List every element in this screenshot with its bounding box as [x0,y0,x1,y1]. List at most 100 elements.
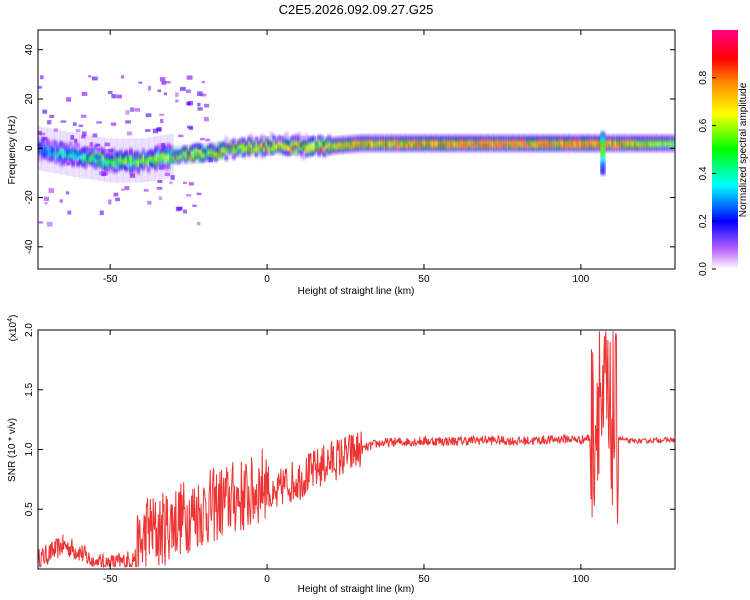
heatmap-cell [523,135,527,141]
heatmap-speckle [42,109,48,114]
heatmap-cell [265,137,268,143]
heatmap-cell [56,144,60,150]
heatmap-cell [64,159,68,165]
heatmap-cell [270,141,273,147]
heatmap-cell [287,150,291,156]
heatmap-cell [342,137,346,143]
heatmap-speckle [138,81,143,84]
heatmap-cell [104,160,108,166]
heatmap-cell [300,141,304,147]
heatmap-cell [634,135,637,141]
heatmap-cell [74,148,78,154]
y-tick-label: -40 [24,239,35,254]
heatmap-cell [302,135,306,141]
heatmap-speckle [88,75,92,78]
heatmap-speckle [197,107,203,111]
heatmap-cell [164,164,168,170]
heatmap-speckle [44,202,48,205]
heatmap-cell [59,142,63,148]
x-tick-label: -50 [103,274,118,285]
heatmap-cell [51,147,55,153]
heatmap-cell [142,165,145,171]
heatmap-cell [227,147,231,153]
heatmap-cell [297,136,301,142]
heatmap-cell [370,135,374,141]
heatmap-cell [117,163,120,169]
heatmap-cell [137,166,140,172]
heatmap-cell [591,135,595,141]
heatmap-cell [94,164,98,170]
heatmap-cell [573,135,577,141]
heatmap-cell [174,147,178,153]
heatmap-cell [460,135,464,141]
colorbar-label: Normalized spectral amplitude [738,82,749,217]
heatmap-cell [257,144,261,150]
heatmap-cell [664,135,668,141]
heatmap-cell [511,135,514,141]
heatmap-cell [81,161,85,167]
heatmap-cell [659,135,663,141]
heatmap-cell [144,153,148,159]
heatmap-cell [114,153,118,159]
heatmap-cell [280,138,284,144]
heatmap-cell [644,135,648,141]
heatmap-speckle [81,91,88,96]
heatmap-speckle [49,114,55,119]
heatmap-cell [134,157,138,163]
heatmap-cell [588,135,592,141]
heatmap-speckle [47,221,53,227]
heatmap-speckle [117,94,122,99]
heatmap-cell [214,147,218,153]
heatmap-cell [222,141,226,147]
heatmap-cell [290,136,294,142]
heatmap-cell [353,136,356,142]
heatmap-cell [144,157,148,163]
heatmap-cell [199,143,203,149]
heatmap-cell [197,145,201,151]
heatmap-cell [322,147,326,153]
heatmap-cell [41,138,45,144]
heatmap-cell [212,153,216,159]
spectrogram-x-label: Height of straight line (km) [298,286,415,297]
heatmap-cell [152,157,155,163]
heatmap-cell [182,146,186,152]
heatmap-cell [242,146,246,152]
heatmap-cell [646,135,650,141]
heatmap-cell [117,166,120,172]
heatmap-cell [327,134,331,140]
heatmap-cell [74,160,78,166]
heatmap-speckle [72,122,77,126]
heatmap-cell [112,161,115,167]
heatmap-cell [134,154,138,160]
heatmap-cell [204,152,208,158]
heatmap-speckle [192,204,197,207]
heatmap-cell [543,135,547,141]
heatmap-speckle [183,181,187,185]
heatmap-cell [112,154,115,160]
x-tick-label: 100 [573,574,590,585]
heatmap-cell [536,135,540,141]
heatmap-cell [600,153,605,158]
heatmap-speckle [124,186,130,191]
heatmap-cell [39,147,43,153]
heatmap-cell [179,149,183,155]
heatmap-cell [398,135,401,141]
heatmap-cell [666,135,670,141]
heatmap-cell [295,147,299,153]
heatmap-cell [41,151,45,157]
heatmap-cell [340,137,344,143]
heatmap-cell [184,154,188,160]
heatmap-cell [358,136,361,142]
heatmap-speckle [157,179,163,183]
heatmap-cell [621,135,625,141]
heatmap-cell [302,154,306,160]
heatmap-speckle [65,191,70,195]
heatmap-cell [250,148,253,154]
heatmap-cell [541,135,545,141]
heatmap-cell [600,156,605,161]
heatmap-cell [99,146,103,152]
heatmap-cell [355,136,359,142]
heatmap-cell [162,147,166,153]
heatmap-cell [76,151,80,157]
heatmap-cell [583,135,587,141]
